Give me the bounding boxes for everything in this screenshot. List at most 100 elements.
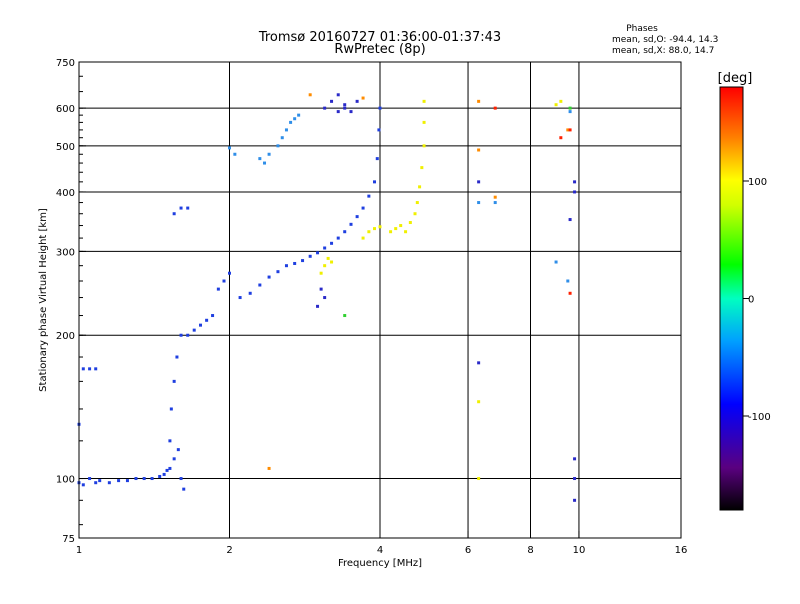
- data-point: [267, 152, 271, 156]
- data-point: [323, 264, 327, 268]
- x-tick-label: 16: [675, 545, 688, 556]
- data-point: [308, 254, 312, 258]
- data-point: [319, 271, 323, 275]
- data-point: [420, 166, 424, 170]
- data-point: [477, 477, 481, 481]
- data-point: [81, 483, 85, 487]
- phases-x-stats: mean, sd,X: 88.0, 14.7: [612, 46, 714, 56]
- axis-ticks: 1 2 4 6 8 10 16 75 100 200 300 400 500 600 750: [56, 58, 687, 556]
- colorbar: [deg] -100 0 100: [718, 71, 771, 511]
- data-point: [413, 212, 417, 216]
- data-point: [168, 439, 172, 443]
- data-point: [165, 468, 169, 472]
- data-points: [77, 93, 577, 502]
- data-point: [573, 498, 577, 502]
- data-point: [142, 477, 146, 481]
- data-point: [408, 221, 412, 225]
- data-point: [349, 110, 353, 114]
- data-point: [573, 190, 577, 194]
- data-point: [367, 194, 371, 198]
- data-point: [399, 224, 403, 228]
- y-tick-label: 75: [62, 534, 75, 545]
- data-point: [477, 201, 481, 205]
- data-point: [316, 304, 320, 308]
- data-point: [88, 477, 92, 481]
- data-point: [404, 230, 408, 234]
- data-point: [326, 256, 330, 260]
- data-point: [361, 206, 365, 210]
- chart-title: Tromsø 20160727 01:36:00-01:37:43: [258, 30, 501, 45]
- data-point: [422, 99, 426, 103]
- data-point: [228, 146, 231, 150]
- data-point: [378, 225, 382, 229]
- y-tick-label: 400: [56, 188, 75, 199]
- data-point: [222, 279, 226, 283]
- data-point: [168, 466, 172, 470]
- data-point: [323, 106, 327, 110]
- data-point: [205, 318, 209, 322]
- data-point: [323, 246, 327, 250]
- data-point: [568, 106, 572, 110]
- data-point: [216, 287, 220, 291]
- data-point: [568, 291, 572, 295]
- data-point: [276, 270, 280, 274]
- data-point: [477, 180, 481, 184]
- data-point: [573, 477, 577, 481]
- x-tick-label: 1: [76, 545, 82, 556]
- data-point: [175, 355, 179, 359]
- colorbar-label: [deg]: [718, 71, 753, 86]
- data-point: [422, 120, 426, 124]
- data-point: [336, 93, 340, 97]
- data-point: [343, 314, 347, 318]
- data-point: [248, 291, 252, 295]
- data-point: [172, 212, 176, 216]
- data-point: [182, 487, 186, 491]
- data-point: [559, 136, 563, 140]
- data-point: [169, 407, 173, 411]
- data-point: [125, 479, 129, 483]
- grid-layer: [79, 62, 681, 538]
- data-point: [573, 180, 577, 184]
- chart-subtitle: RwPretec (8p): [334, 42, 425, 57]
- data-point: [186, 333, 190, 337]
- x-tick-label: 6: [465, 545, 471, 556]
- data-point: [336, 236, 340, 240]
- data-point: [568, 128, 572, 132]
- data-point: [158, 474, 162, 478]
- y-tick-label: 100: [56, 475, 75, 486]
- data-point: [422, 144, 426, 148]
- data-point: [415, 201, 419, 205]
- data-point: [477, 361, 481, 365]
- data-point: [293, 117, 297, 121]
- data-point: [378, 106, 382, 110]
- data-point: [361, 96, 365, 100]
- data-point: [343, 106, 347, 110]
- data-point: [323, 296, 327, 300]
- data-point: [211, 314, 215, 318]
- x-axis-label: Frequency [MHz]: [338, 558, 422, 569]
- data-point: [134, 477, 138, 481]
- phases-title: Phases: [626, 24, 658, 34]
- data-point: [94, 367, 98, 371]
- data-point: [199, 323, 203, 327]
- data-point: [276, 144, 280, 148]
- data-point: [179, 333, 183, 337]
- data-point: [389, 230, 393, 234]
- data-point: [162, 472, 166, 476]
- y-tick-label: 600: [56, 104, 75, 115]
- data-point: [263, 161, 267, 165]
- data-point: [284, 264, 288, 268]
- data-point: [172, 379, 176, 383]
- data-point: [373, 180, 377, 184]
- data-point: [238, 296, 242, 300]
- x-tick-label: 4: [377, 545, 383, 556]
- y-tick-label: 500: [56, 142, 75, 153]
- data-point: [493, 201, 497, 205]
- data-point: [289, 120, 293, 124]
- colorbar-tick-label: 100: [748, 177, 767, 188]
- data-point: [293, 261, 297, 265]
- data-point: [568, 218, 572, 222]
- y-tick-label: 750: [56, 58, 75, 69]
- data-point: [418, 185, 422, 189]
